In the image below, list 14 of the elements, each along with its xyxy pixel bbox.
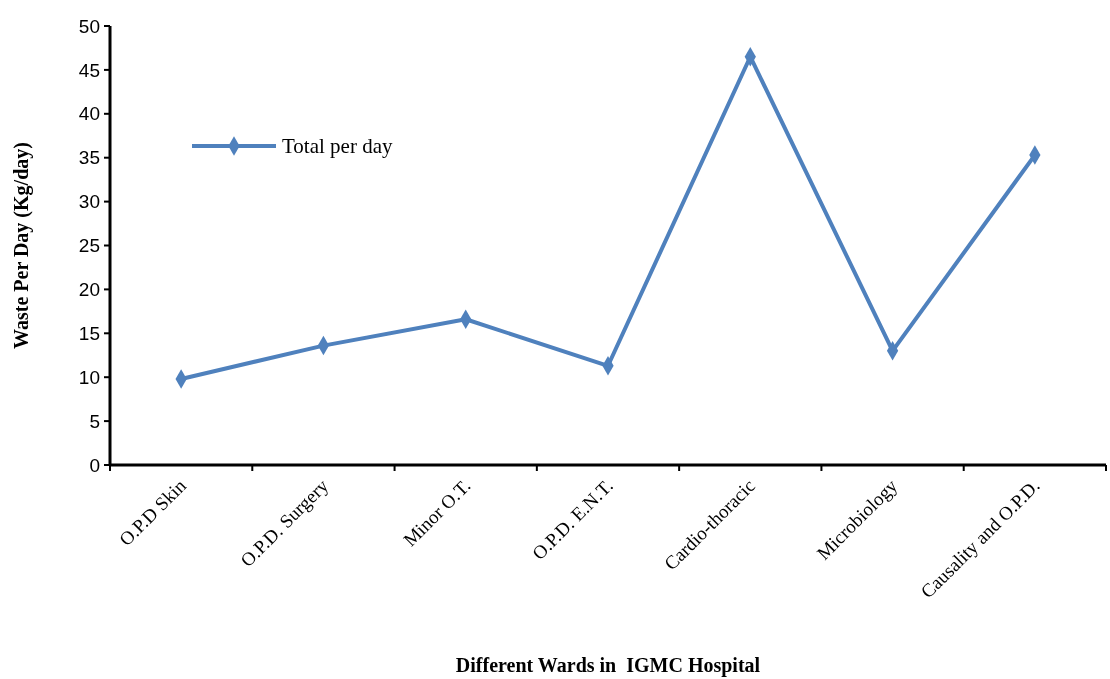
x-axis-title: Different Wards in IGMC Hospital [455, 654, 761, 677]
y-axis-title: Waste Per Day (Kg/day) [10, 142, 33, 349]
y-tick-label: 30 [78, 191, 100, 213]
y-tick-label: 5 [89, 410, 100, 432]
y-tick-label: 10 [78, 366, 100, 388]
legend-label: Total per day [282, 134, 393, 159]
y-tick-label: 15 [78, 322, 100, 344]
y-tick-label: 35 [78, 147, 100, 169]
y-tick-label: 20 [78, 279, 100, 301]
y-tick-label: 25 [78, 235, 100, 257]
y-tick-label: 40 [78, 103, 100, 125]
y-tick-label: 50 [78, 15, 100, 37]
y-tick-label: 45 [78, 59, 100, 81]
y-tick-label: 0 [89, 454, 100, 476]
